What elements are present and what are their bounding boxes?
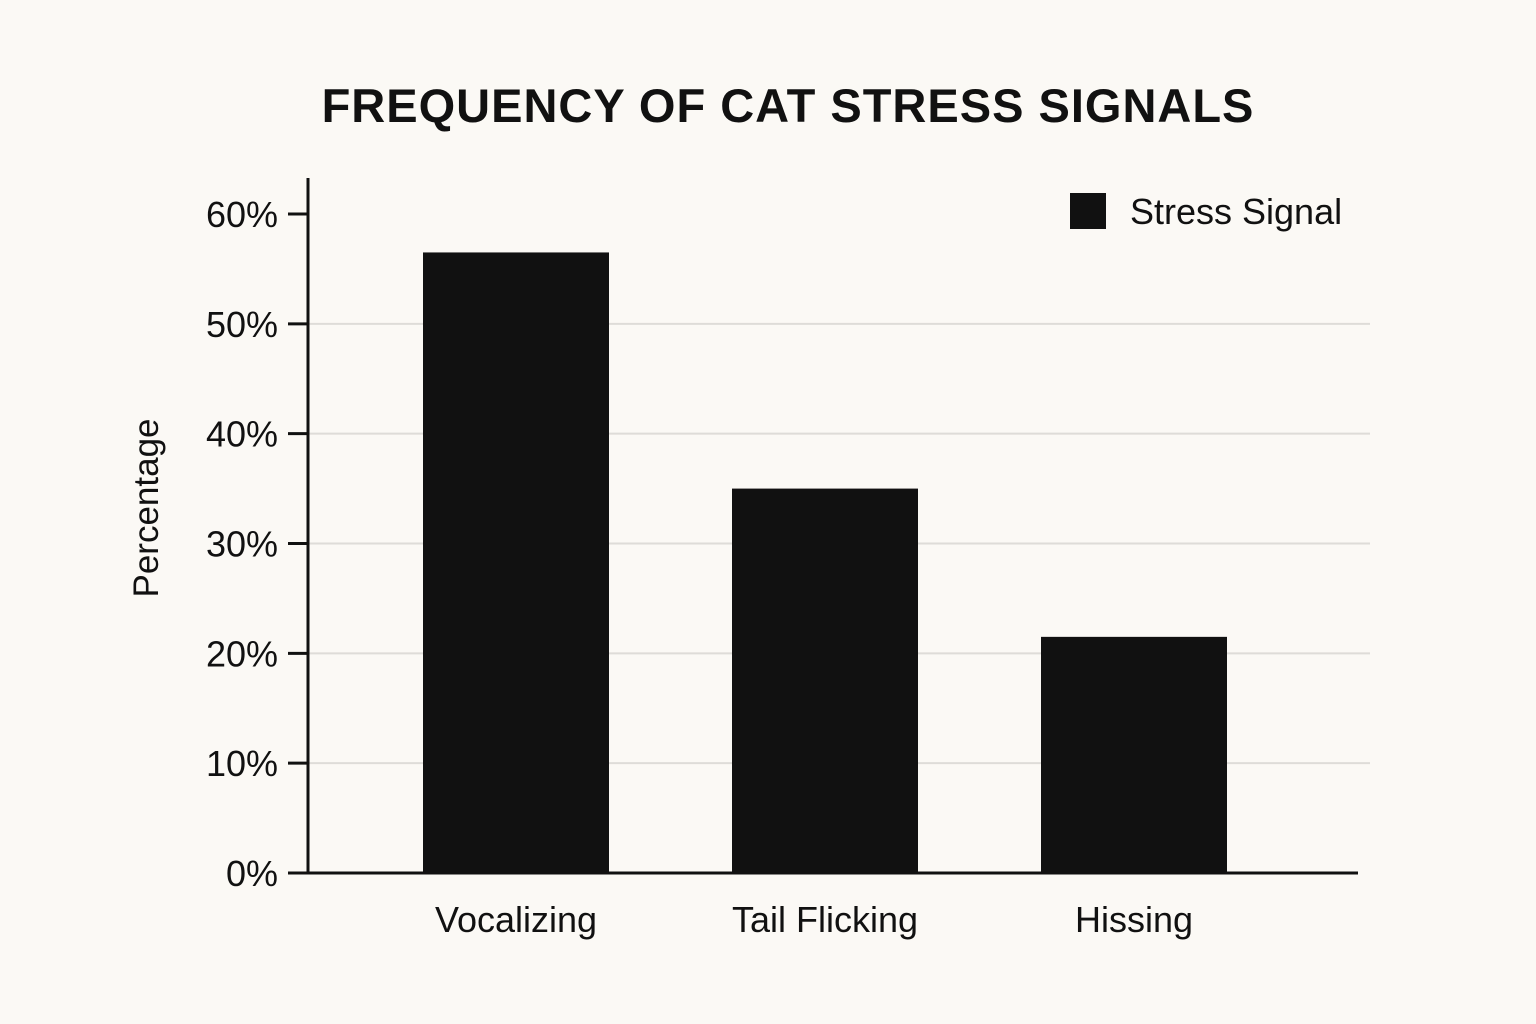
chart-title: FREQUENCY OF CAT STRESS SIGNALS [322, 79, 1255, 132]
y-axis-label: Percentage [127, 418, 166, 597]
y-tick-label: 50% [206, 304, 278, 345]
x-tick-labels: Vocalizing Tail Flicking Hissing [435, 899, 1193, 940]
legend-swatch [1070, 193, 1106, 229]
x-tick-label: Vocalizing [435, 899, 597, 940]
y-tick-label: 20% [206, 633, 278, 674]
bar-tail-flicking [732, 488, 918, 873]
bars [423, 252, 1227, 874]
bar-hissing [1041, 636, 1227, 873]
bar-vocalizing [423, 252, 609, 874]
y-tick-label: 30% [206, 524, 278, 565]
axes [306, 178, 1358, 875]
y-tick-label: 10% [206, 743, 278, 784]
legend: Stress Signal [1070, 191, 1342, 232]
x-tick-label: Tail Flicking [732, 899, 918, 940]
y-tick-label: 40% [206, 414, 278, 455]
y-ticks: 0% 10% 20% 30% 40% 50% 60% [206, 194, 308, 894]
x-tick-label: Hissing [1075, 899, 1193, 940]
y-tick-label: 60% [206, 194, 278, 235]
y-tick-label: 0% [226, 853, 278, 894]
legend-label: Stress Signal [1130, 191, 1342, 232]
